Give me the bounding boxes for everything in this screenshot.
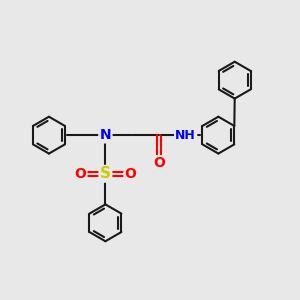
Text: NH: NH <box>175 129 196 142</box>
Text: O: O <box>74 167 86 181</box>
Text: S: S <box>100 166 111 181</box>
Text: O: O <box>125 167 136 181</box>
Text: N: N <box>100 128 111 142</box>
Text: O: O <box>153 156 165 170</box>
